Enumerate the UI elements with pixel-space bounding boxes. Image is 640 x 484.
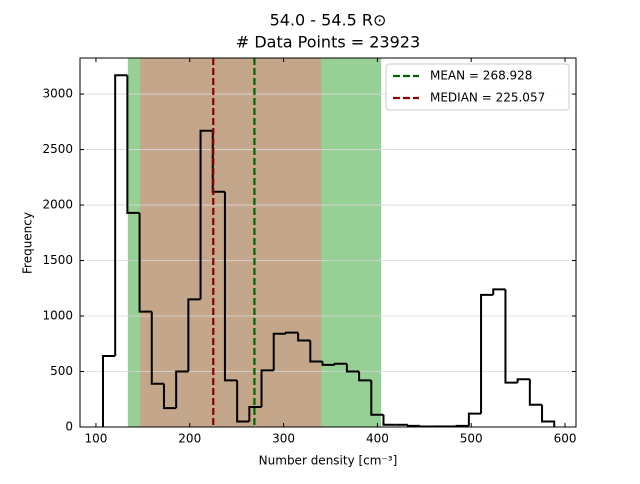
histogram-bar bbox=[114, 74, 128, 356]
histogram-bar bbox=[126, 75, 140, 214]
y-tick-label: 500 bbox=[50, 364, 73, 378]
histogram-bar bbox=[248, 406, 262, 422]
histogram-bar bbox=[272, 332, 286, 371]
histogram-bar bbox=[236, 380, 250, 423]
histogram-bar bbox=[150, 311, 164, 385]
legend-label: MEAN = 268.928 bbox=[430, 69, 532, 83]
histogram-bar bbox=[492, 288, 506, 295]
histogram-bar bbox=[284, 331, 299, 334]
x-tick-label: 100 bbox=[84, 432, 107, 446]
histogram-bar bbox=[467, 412, 482, 426]
x-tick-label: 500 bbox=[460, 432, 483, 446]
histogram-bar bbox=[223, 191, 238, 382]
histogram-bar bbox=[455, 424, 469, 427]
histogram-bar bbox=[138, 212, 152, 313]
histogram-bar bbox=[345, 363, 360, 373]
histogram-bar bbox=[333, 362, 347, 365]
histogram-bar bbox=[406, 424, 421, 427]
histogram-bar bbox=[419, 425, 433, 428]
histogram-bar bbox=[480, 293, 494, 414]
x-tick-label: 600 bbox=[554, 432, 577, 446]
y-tick-label: 0 bbox=[65, 420, 73, 434]
x-tick-label: 400 bbox=[366, 432, 389, 446]
y-tick-label: 1500 bbox=[42, 253, 73, 267]
plot-frame bbox=[79, 57, 577, 428]
histogram-bar bbox=[101, 354, 116, 427]
y-axis-label: Frequency bbox=[21, 212, 35, 274]
y-tick-label: 2500 bbox=[42, 142, 73, 156]
histogram-bar bbox=[504, 289, 518, 384]
histogram-bar bbox=[321, 361, 335, 366]
histogram-bar bbox=[370, 380, 384, 416]
y-tick-label: 1000 bbox=[42, 309, 73, 323]
histogram-bar bbox=[297, 332, 311, 342]
histogram-bar bbox=[187, 298, 201, 372]
histogram-bar bbox=[528, 379, 543, 406]
histogram-bar bbox=[260, 369, 274, 408]
histogram-bar bbox=[541, 404, 556, 427]
chart-subtitle: # Data Points = 23923 bbox=[236, 33, 420, 52]
histogram-bar bbox=[382, 414, 396, 426]
chart-title: 54.0 - 54.5 R⊙ bbox=[270, 11, 387, 30]
histogram-bar bbox=[309, 340, 323, 363]
histogram-bar bbox=[162, 383, 177, 410]
y-tick-label: 2000 bbox=[42, 198, 73, 212]
legend-box bbox=[385, 63, 570, 111]
x-tick-label: 300 bbox=[272, 432, 295, 446]
x-tick-label: 200 bbox=[178, 432, 201, 446]
legend-label: MEDIAN = 225.057 bbox=[430, 91, 545, 105]
y-tick-label: 3000 bbox=[42, 87, 73, 101]
histogram-bar bbox=[199, 129, 213, 300]
shaded-range bbox=[140, 58, 322, 427]
histogram-bar bbox=[516, 378, 530, 383]
histogram-bar bbox=[358, 371, 372, 382]
histogram-bar bbox=[175, 370, 189, 409]
x-axis-label: Number density [cm⁻³] bbox=[259, 454, 398, 468]
